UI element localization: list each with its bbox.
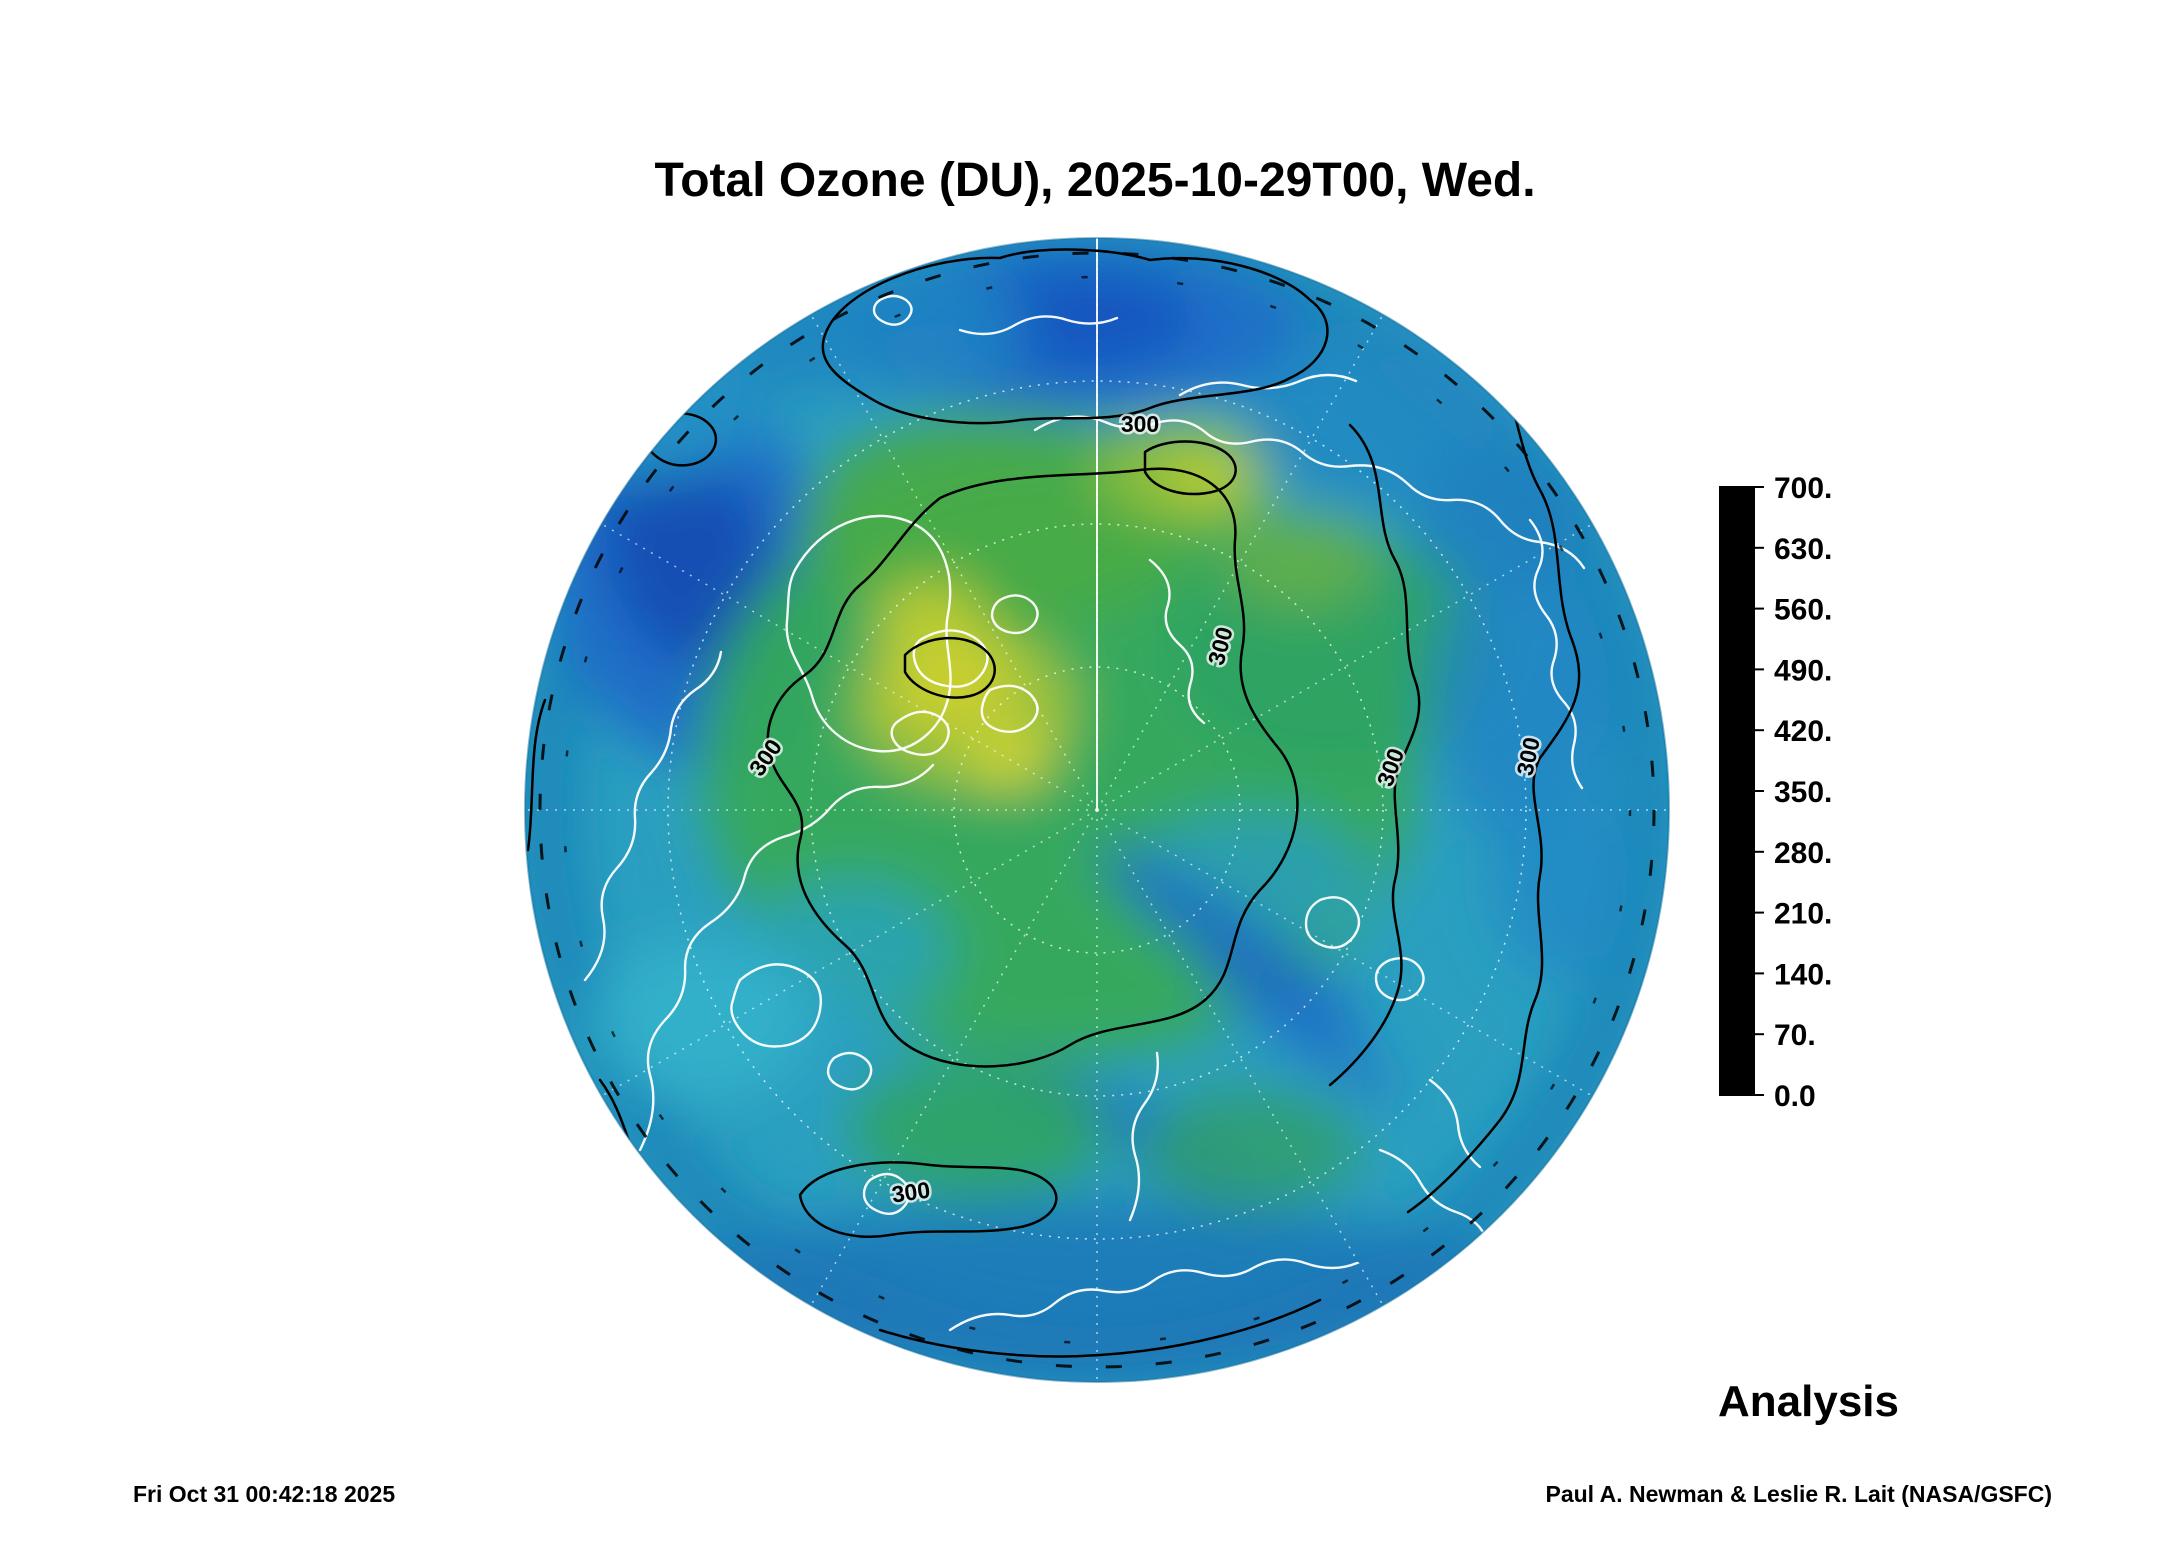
contour-label-300: 300 — [890, 1177, 932, 1208]
contour-300-bottom-loop — [798, 1161, 1058, 1239]
coastline-britain-island — [862, 1172, 911, 1215]
colorbar-tick-label: 560. — [1774, 594, 1832, 627]
analysis-label: Analysis — [1718, 1377, 1899, 1426]
generated-timestamp: Fri Oct 31 00:42:18 2025 — [133, 1481, 395, 1507]
page-title: Total Ozone (DU), 2025-10-29T00, Wed. — [654, 154, 1535, 207]
coastline-caspian-lake — [1304, 896, 1361, 949]
coastlines — [583, 294, 1586, 1332]
contour-inner-loop-upper — [1143, 440, 1237, 496]
coastline-arctic-island — [980, 684, 1039, 733]
coastline-black-sea-lake — [1374, 957, 1425, 1002]
coastline-europe — [948, 1258, 1359, 1332]
contour-label-300: 300 — [1121, 411, 1159, 437]
latitude-circle — [667, 380, 1527, 1240]
coastline-arctic-island — [890, 710, 950, 756]
contour-rim-left — [526, 698, 547, 852]
colorbar-tick-label: 70. — [1774, 1019, 1816, 1052]
latitude-circle — [810, 523, 1384, 1097]
contour-inner-loop-yellow — [903, 636, 996, 699]
colorbar-gradient-bar — [1719, 486, 1755, 1096]
contour-rim-dashes-inner — [562, 275, 1632, 1345]
globe-rim — [524, 237, 1670, 1383]
coastline-iceland-island — [826, 1051, 873, 1091]
graticule — [525, 238, 1669, 1382]
colorbar-tick-label: 210. — [1774, 898, 1832, 931]
colorbar-tick-label: 630. — [1774, 533, 1832, 566]
colorbar: 700. 630. 560. 490. 420. 350. 280. 210. 140. 70. 0… — [1719, 472, 1832, 1113]
coastline-siberia — [1033, 415, 1586, 570]
colorbar-tick-label: 0.0 — [1774, 1080, 1816, 1113]
contour-300-central-cap — [766, 467, 1299, 1068]
contour-300-rim-right — [1406, 328, 1581, 1214]
coastline-island-top — [872, 294, 913, 326]
contour-300-right-line — [1328, 423, 1421, 1087]
coastline-kara-peninsulas — [1148, 558, 1206, 725]
colorbar-tick-label: 350. — [1774, 776, 1832, 809]
coastline-arctic-island — [912, 629, 989, 688]
colorbar-tick-label: 420. — [1774, 715, 1832, 748]
colorbar-ticks: 700. 630. 560. 490. 420. 350. 280. 210. 140. 70. 0… — [1754, 472, 1832, 1113]
coastline-alaska-west — [583, 650, 723, 982]
coastline-hudson-bay — [730, 963, 822, 1048]
colorbar-tick-label: 140. — [1774, 958, 1832, 991]
coastline-top-right — [1178, 373, 1358, 397]
credit-text: Paul A. Newman & Leslie R. Lait (NASA/GS… — [1545, 1481, 2052, 1507]
coastline-scandinavia — [1128, 1051, 1159, 1222]
contour-rim-bottom — [878, 1298, 1322, 1358]
coastline-greenland — [785, 514, 952, 753]
colorbar-tick-label: 490. — [1774, 654, 1832, 687]
coastline-bering-asia — [1528, 518, 1584, 790]
contour-300-top-trough — [821, 248, 1329, 425]
coastline-svalbard — [958, 315, 1119, 336]
colorbar-tick-label: 700. — [1774, 472, 1832, 505]
globe: 300 300 300 300 300 300 — [525, 238, 1669, 1382]
coastline-arctic-island — [990, 594, 1039, 635]
coastline-north-america-east — [638, 763, 935, 1152]
coastline-asia-southeast — [1378, 1148, 1490, 1244]
latitude-circle — [953, 666, 1241, 954]
colorbar-tick-label: 280. — [1774, 837, 1832, 870]
contour-rim-dashes — [538, 251, 1656, 1369]
